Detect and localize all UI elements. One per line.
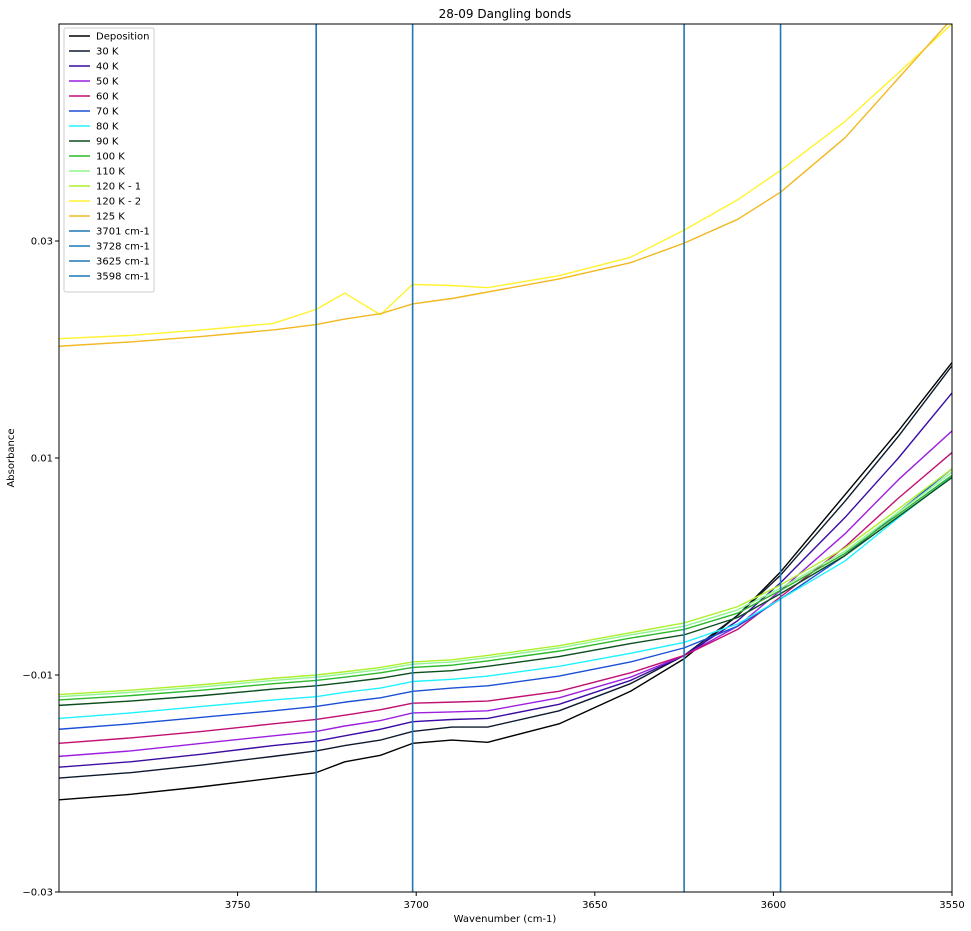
legend-label-3: 50 K (96, 77, 119, 88)
legend-label-4: 60 K (96, 92, 119, 103)
plot-frame (58, 23, 953, 893)
y-tick-label-3: 0.03 (31, 237, 53, 248)
series-line-8 (59, 474, 952, 701)
series-line-12 (59, 24, 949, 347)
legend-label-10: 120 K - 1 (96, 182, 141, 193)
legend-label-2: 40 K (96, 62, 119, 73)
y-tick-label-2: 0.01 (31, 454, 53, 465)
legend-label-9: 110 K (96, 167, 125, 178)
x-tick-label-0: 3750 (225, 900, 250, 911)
series-line-11 (59, 24, 952, 340)
legend-label-5: 70 K (96, 107, 119, 118)
x-tick-label-1: 3700 (403, 900, 428, 911)
series-line-9 (59, 471, 952, 698)
y-axis-ticks: −0.03 −0.01 0.01 0.03 (22, 237, 59, 899)
legend-label-13: 3701 cm-1 (96, 227, 150, 238)
x-axis-ticks: 3750 3700 3650 3600 3550 (225, 892, 965, 911)
x-tick-label-4: 3550 (939, 900, 964, 911)
legend-label-1: 30 K (96, 47, 119, 58)
series-group (59, 24, 952, 801)
legend-label-15: 3625 cm-1 (96, 257, 150, 268)
series-line-6 (59, 475, 952, 720)
legend-label-11: 120 K - 2 (96, 197, 141, 208)
y-axis-label: Absorbance (6, 428, 17, 487)
series-line-0 (59, 362, 952, 801)
series-line-5 (59, 468, 952, 730)
y-tick-label-1: −0.01 (22, 671, 53, 682)
series-line-4 (59, 452, 952, 745)
legend: Deposition 30 K 40 K 50 K 60 K 70 K 80 K 90 K 10… (63, 27, 155, 293)
legend-label-6: 80 K (96, 122, 119, 133)
x-tick-label-3: 3600 (761, 900, 786, 911)
series-line-10 (59, 468, 952, 696)
legend-box (63, 27, 155, 293)
chart-title: 28-09 Dangling bonds (439, 7, 572, 21)
x-axis-label: Wavenumber (cm-1) (454, 914, 557, 925)
legend-label-7: 90 K (96, 137, 119, 148)
legend-label-0: Deposition (96, 32, 149, 43)
series-line-3 (59, 430, 952, 758)
x-tick-label-2: 3650 (582, 900, 607, 911)
y-tick-label-0: −0.03 (22, 888, 53, 899)
series-line-7 (59, 476, 952, 707)
legend-label-12: 125 K (96, 212, 125, 223)
legend-label-14: 3728 cm-1 (96, 242, 150, 253)
series-line-1 (59, 365, 952, 779)
legend-label-16: 3598 cm-1 (96, 272, 150, 283)
series-line-2 (59, 392, 952, 768)
vertical-lines-group (315, 24, 782, 892)
legend-label-8: 100 K (96, 152, 125, 163)
